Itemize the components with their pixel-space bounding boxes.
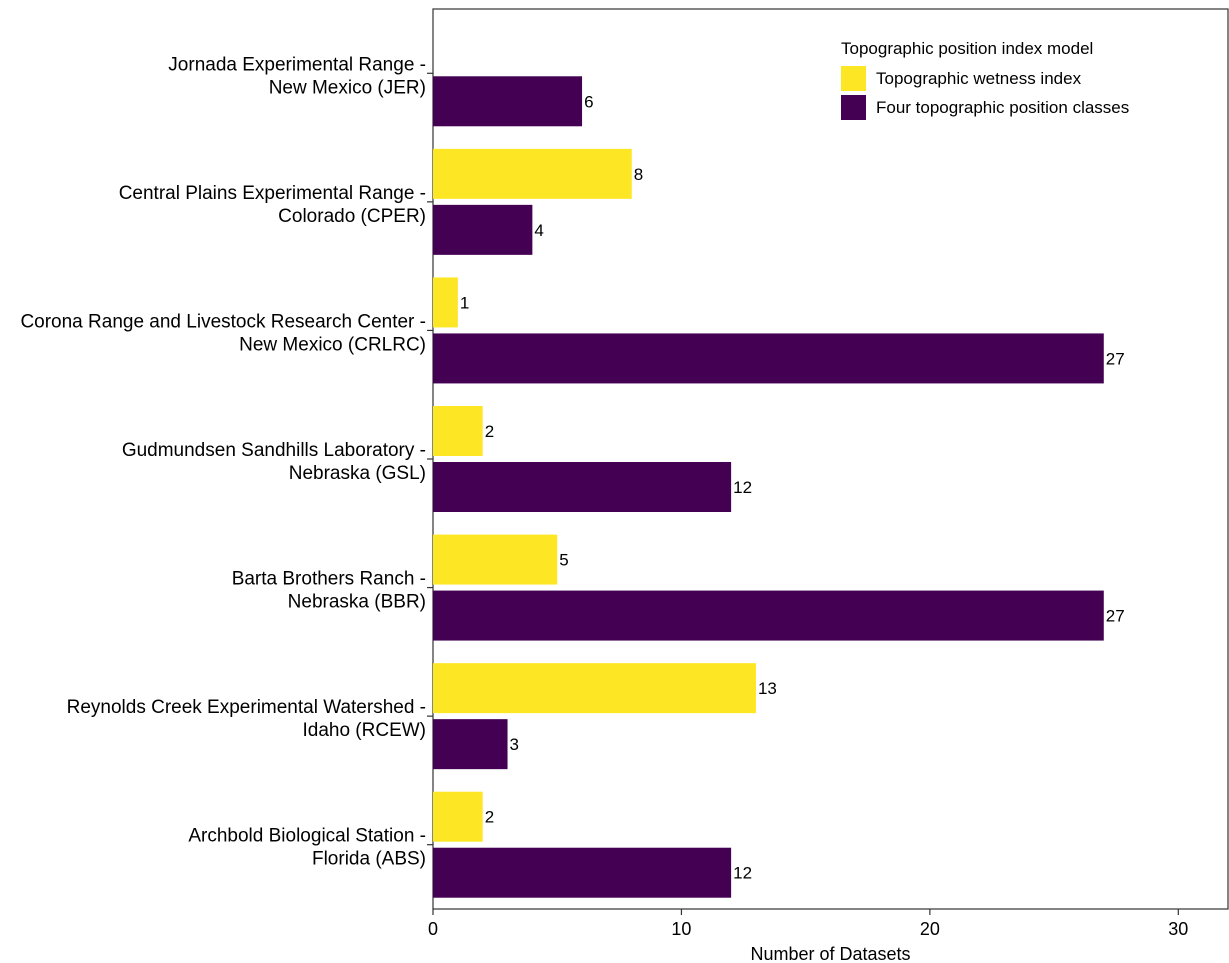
bar bbox=[433, 847, 732, 898]
x-axis: 0 10 20 30 bbox=[428, 909, 1188, 939]
category-label-line2: Nebraska (GSL) bbox=[289, 463, 426, 484]
legend-swatch bbox=[841, 95, 866, 120]
data-label: 2 bbox=[485, 422, 494, 441]
bar bbox=[433, 148, 632, 199]
bar bbox=[433, 333, 1104, 384]
legend: Topographic position index model Topogra… bbox=[841, 39, 1129, 120]
x-tick-label: 20 bbox=[920, 919, 940, 939]
category-label-line1: Gudmundsen Sandhills Laboratory - bbox=[122, 440, 426, 461]
data-label: 27 bbox=[1106, 607, 1125, 626]
data-label: 4 bbox=[534, 221, 543, 240]
data-label: 8 bbox=[634, 165, 643, 184]
x-tick-label: 30 bbox=[1168, 919, 1188, 939]
bars: 6 8 4 1 27 2 12 5 27 13 3 2 12 bbox=[433, 76, 1125, 898]
data-label: 13 bbox=[758, 679, 777, 698]
legend-items: Topographic wetness index Four topographi… bbox=[841, 66, 1129, 120]
data-label: 12 bbox=[733, 864, 752, 883]
data-label: 27 bbox=[1106, 349, 1125, 368]
category-label: Central Plains Experimental Range -Color… bbox=[119, 183, 426, 227]
data-label: 6 bbox=[584, 92, 593, 111]
category-label-line1: Archbold Biological Station - bbox=[188, 826, 426, 847]
data-label: 3 bbox=[510, 735, 519, 754]
category-label-line2: New Mexico (JER) bbox=[269, 77, 426, 98]
x-axis-title: Number of Datasets bbox=[750, 944, 910, 963]
plot-panel-border bbox=[432, 8, 1229, 910]
category-label: Archbold Biological Station -Florida (AB… bbox=[188, 826, 426, 870]
category-label: Jornada Experimental Range -New Mexico (… bbox=[168, 54, 426, 98]
bar bbox=[433, 406, 483, 456]
category-axis: Jornada Experimental Range -New Mexico (… bbox=[20, 54, 433, 870]
bar bbox=[433, 590, 1104, 641]
data-label: 12 bbox=[733, 478, 752, 497]
data-label: 5 bbox=[559, 551, 568, 570]
category-label: Gudmundsen Sandhills Laboratory -Nebrask… bbox=[122, 440, 426, 484]
bar bbox=[433, 462, 732, 512]
x-tick-label: 0 bbox=[428, 919, 438, 939]
legend-title: Topographic position index model bbox=[841, 39, 1093, 58]
category-label-line1: Jornada Experimental Range - bbox=[168, 54, 426, 75]
x-tick-label: 10 bbox=[671, 919, 691, 939]
legend-swatch bbox=[841, 66, 866, 91]
data-label: 2 bbox=[485, 808, 494, 827]
category-label-line2: Nebraska (BBR) bbox=[288, 592, 426, 613]
bar bbox=[433, 663, 756, 714]
data-label: 1 bbox=[460, 293, 469, 312]
category-label-line1: Central Plains Experimental Range - bbox=[119, 183, 426, 204]
legend-entry-label: Topographic wetness index bbox=[876, 69, 1082, 88]
category-label-line2: Florida (ABS) bbox=[312, 849, 426, 870]
bar bbox=[433, 277, 458, 328]
legend-entry-label: Four topographic position classes bbox=[876, 98, 1129, 117]
category-label-line1: Barta Brothers Ranch - bbox=[232, 569, 426, 590]
category-label-line2: Idaho (RCEW) bbox=[302, 720, 426, 741]
category-label: Barta Brothers Ranch -Nebraska (BBR) bbox=[232, 569, 426, 613]
category-label: Corona Range and Livestock Research Cent… bbox=[20, 311, 426, 355]
bar bbox=[433, 791, 483, 842]
category-label-line2: New Mexico (CRLRC) bbox=[239, 334, 426, 355]
category-label: Reynolds Creek Experimental Watershed -I… bbox=[67, 697, 426, 741]
bar bbox=[433, 204, 533, 255]
bar bbox=[433, 76, 583, 127]
category-label-line1: Reynolds Creek Experimental Watershed - bbox=[67, 697, 426, 718]
category-label-line2: Colorado (CPER) bbox=[278, 206, 426, 227]
category-label-line1: Corona Range and Livestock Research Cent… bbox=[20, 311, 426, 332]
bar bbox=[433, 534, 558, 585]
bar bbox=[433, 719, 508, 770]
